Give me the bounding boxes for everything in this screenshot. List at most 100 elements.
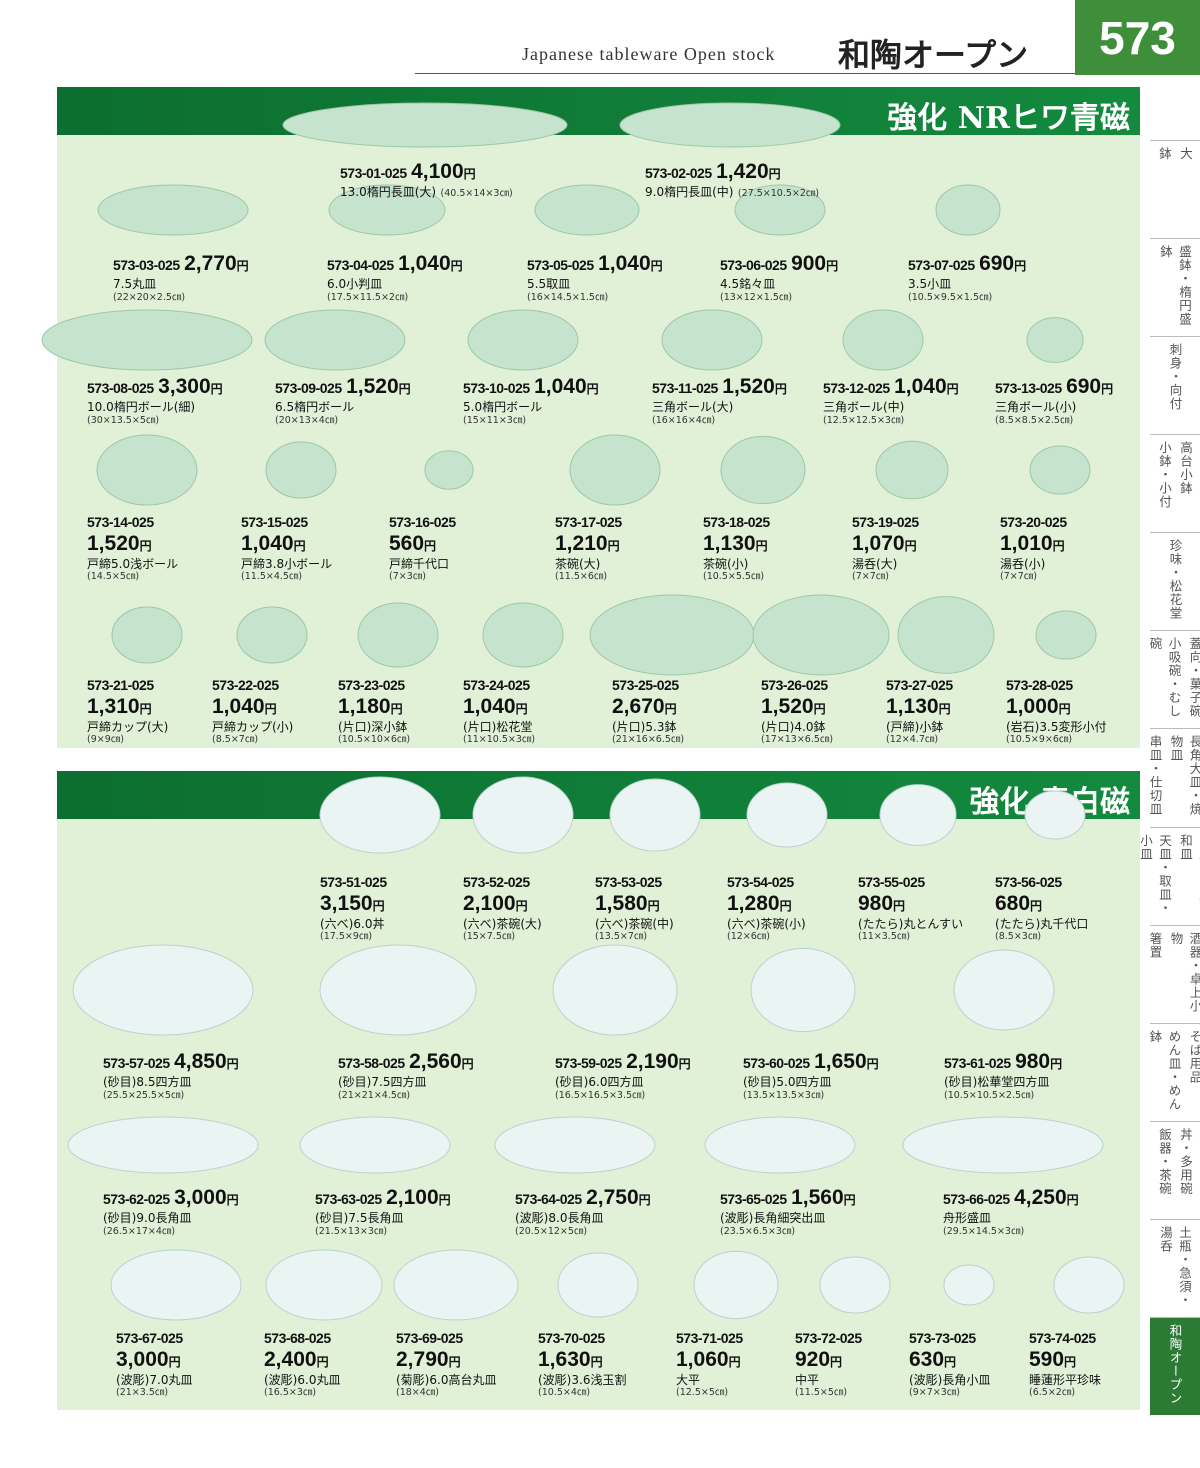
product-code: 573-71-025	[676, 1330, 743, 1346]
currency: 円	[946, 382, 959, 396]
currency: 円	[1050, 1057, 1063, 1071]
price: 1,040	[241, 531, 294, 555]
name-line: (砂目)9.0長角皿	[103, 1209, 239, 1227]
product: 573-16-025 560円 戸締千代口 (7×3㎝)	[389, 514, 456, 583]
side-tab: そば用品 めん皿・めん鉢	[1148, 1022, 1200, 1121]
name-line: 三角ボール(中)	[823, 398, 959, 416]
product-code: 573-56-025	[995, 874, 1062, 890]
price: 1,040	[463, 694, 516, 718]
product-size: (26.5×17×4㎝)	[103, 1225, 176, 1237]
name-line: 睡蓮形平珍味	[1029, 1371, 1101, 1389]
name-line: (砂目)5.0四方皿	[743, 1073, 879, 1091]
price: 690	[979, 252, 1015, 275]
product-name: 戸締カップ(大)	[87, 719, 169, 734]
product: 573-22-025 1,040円 戸締カップ(小) (8.5×7㎝)	[212, 677, 293, 746]
currency: 円	[944, 1354, 957, 1369]
product: 573-10-025 1,040円 5.0楕円ボール (15×11×3㎝)	[463, 375, 599, 426]
product-name: (六べ)茶碗(小)	[727, 916, 806, 931]
code-line: 573-17-025	[555, 514, 622, 532]
price: 2,560	[409, 1050, 462, 1073]
currency: 円	[678, 1057, 691, 1071]
product-code: 573-61-025	[944, 1055, 1011, 1071]
product-name: (戸締)小鉢	[886, 719, 944, 734]
code-line: 573-73-025	[909, 1330, 990, 1348]
name-line: (砂目)松華堂四方皿	[944, 1073, 1062, 1091]
name-line: 三角ボール(大)	[652, 398, 787, 416]
product-size: (16.5×3㎝)	[264, 1387, 317, 1399]
currency: 円	[424, 538, 437, 553]
product-size: (23.5×6.5×3㎝)	[720, 1225, 796, 1237]
name-line: (たたら)丸とんすい	[858, 915, 963, 933]
code-line: 573-05-025 1,040円	[527, 252, 663, 275]
code-line: 573-51-025	[320, 874, 387, 892]
name-line: (六べ)茶碗(中)	[595, 915, 674, 933]
name-line: (砂目)7.5長角皿	[315, 1209, 451, 1227]
price-line: 2,670円	[612, 695, 684, 718]
product-code: 573-04-025	[327, 257, 394, 273]
code-line: 573-06-025 900円	[720, 252, 838, 275]
product-size: (10.5×10×6㎝)	[338, 734, 411, 746]
code-line: 573-24-025	[463, 677, 535, 695]
code-line: 573-68-025	[264, 1330, 340, 1348]
code-line: 573-74-025	[1029, 1330, 1101, 1348]
product-size: (21×21×4.5㎝)	[338, 1089, 411, 1101]
price: 1,040	[598, 252, 651, 275]
name-line: 4.5銘々皿	[720, 275, 838, 293]
product: 573-65-025 1,560円 (波彫)長角細突出皿 (23.5×6.5×3㎝)	[720, 1186, 856, 1237]
currency: 円	[461, 1057, 474, 1071]
currency: 円	[779, 898, 792, 913]
product-size: (14.5×5㎝)	[87, 571, 140, 583]
product: 573-74-025 590円 睡蓮形平珍味 (6.5×2㎝)	[1029, 1330, 1101, 1399]
code-line: 573-18-025	[703, 514, 770, 532]
tab-label: 大	[1178, 147, 1193, 161]
product-size: (9×9㎝)	[87, 734, 124, 746]
product-code: 573-21-025	[87, 677, 154, 693]
currency: 円	[236, 259, 249, 273]
code-line: 573-23-025	[338, 677, 410, 695]
price: 980	[1015, 1050, 1051, 1073]
price: 2,670	[612, 694, 665, 718]
price: 980	[858, 891, 894, 915]
product-name: (波彫)長角小皿	[909, 1372, 991, 1387]
product-size: (18×4㎝)	[396, 1387, 440, 1399]
product: 573-05-025 1,040円 5.5取皿 (16×14.5×1.5㎝)	[527, 252, 663, 303]
product-code: 573-06-025	[720, 257, 787, 273]
price-line: 3,000円	[116, 1348, 192, 1371]
section-title: 強化 青白磁	[969, 785, 1130, 820]
product: 573-12-025 1,040円 三角ボール(中) (12.5×12.5×3㎝)	[823, 375, 959, 426]
product-size: (16×16×4㎝)	[652, 414, 716, 426]
code-line: 573-72-025	[795, 1330, 862, 1348]
name-line: (波彫)長角小皿	[909, 1371, 990, 1389]
currency: 円	[438, 1193, 451, 1207]
title: 和陶オープン	[838, 36, 1029, 74]
product: 573-64-025 2,750円 (波彫)8.0長角皿 (20.5×12×5㎝)	[515, 1186, 651, 1237]
product: 573-02-025 1,420円 9.0楕円長皿(中) (27.5×10.5×2…	[645, 160, 819, 201]
product-name: 中平	[795, 1372, 820, 1387]
product-size: (13.5×13.5×3㎝)	[743, 1089, 825, 1101]
price-line: 630円	[909, 1348, 990, 1371]
price: 1,420	[716, 160, 769, 183]
tab-label: 串皿・仕切皿	[1147, 735, 1163, 817]
name-line: (片口)深小鉢	[338, 718, 410, 736]
product-code: 573-68-025	[264, 1330, 331, 1346]
product: 573-17-025 1,210円 茶碗(大) (11.5×6㎝)	[555, 514, 622, 583]
product-name: 睡蓮形平珍味	[1029, 1372, 1102, 1387]
tab-label: そば用品	[1187, 1029, 1200, 1084]
code-line: 573-69-025	[396, 1330, 496, 1348]
currency: 円	[830, 1354, 843, 1369]
product-size: (17.5×11.5×2㎝)	[327, 291, 409, 303]
product-size: (17.5×9㎝)	[320, 931, 373, 943]
price-line: 2,790円	[396, 1348, 496, 1371]
product-size: (10.5×4㎝)	[538, 1387, 591, 1399]
price-line: 590円	[1029, 1348, 1101, 1371]
currency: 円	[938, 701, 951, 716]
section-bar: 強化 青白磁	[57, 771, 1140, 820]
code-line: 573-56-025	[995, 874, 1088, 892]
code-line: 573-61-025 980円	[944, 1050, 1062, 1073]
product-code: 573-26-025	[761, 677, 828, 693]
code-line: 573-60-025 1,650円	[743, 1050, 879, 1073]
currency: 円	[866, 1057, 879, 1071]
name-line: (波彫)3.6浅玉割	[538, 1371, 626, 1389]
name-line: (たたら)丸千代口	[995, 915, 1088, 933]
product-name: 舟形盛皿	[943, 1211, 992, 1226]
